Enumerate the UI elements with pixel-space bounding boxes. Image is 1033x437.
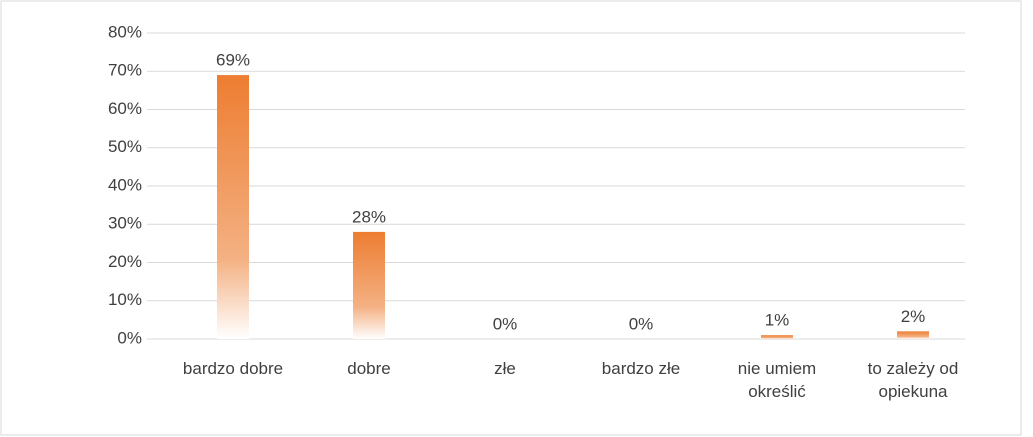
y-tick-label: 20% bbox=[108, 252, 142, 271]
bar bbox=[217, 75, 249, 339]
x-tick-label: bardzo dobre bbox=[182, 359, 284, 378]
y-tick-label: 80% bbox=[108, 22, 142, 41]
x-tick-label: bardzo złe bbox=[601, 359, 681, 378]
x-tick-label: to zależy od opiekuna bbox=[867, 359, 959, 401]
data-label: 0% bbox=[629, 314, 654, 333]
data-label: 0% bbox=[493, 314, 518, 333]
y-tick-label: 10% bbox=[108, 290, 142, 309]
bar bbox=[897, 331, 929, 339]
y-tick-label: 30% bbox=[108, 214, 142, 233]
x-tick-label: dobre bbox=[347, 359, 391, 378]
x-tick-label: złe bbox=[494, 359, 516, 378]
y-tick-label: 50% bbox=[108, 137, 142, 156]
y-tick-label: 60% bbox=[108, 99, 142, 118]
y-tick-label: 0% bbox=[117, 328, 142, 347]
data-label: 1% bbox=[765, 311, 790, 330]
y-tick-label: 70% bbox=[108, 61, 142, 80]
data-label: 28% bbox=[352, 207, 386, 226]
y-tick-label: 40% bbox=[108, 175, 142, 194]
bar bbox=[761, 335, 793, 339]
data-label: 2% bbox=[901, 307, 926, 326]
x-tick-label: nie umiem określić bbox=[737, 359, 817, 401]
bar bbox=[353, 231, 385, 339]
data-label: 69% bbox=[216, 51, 250, 70]
